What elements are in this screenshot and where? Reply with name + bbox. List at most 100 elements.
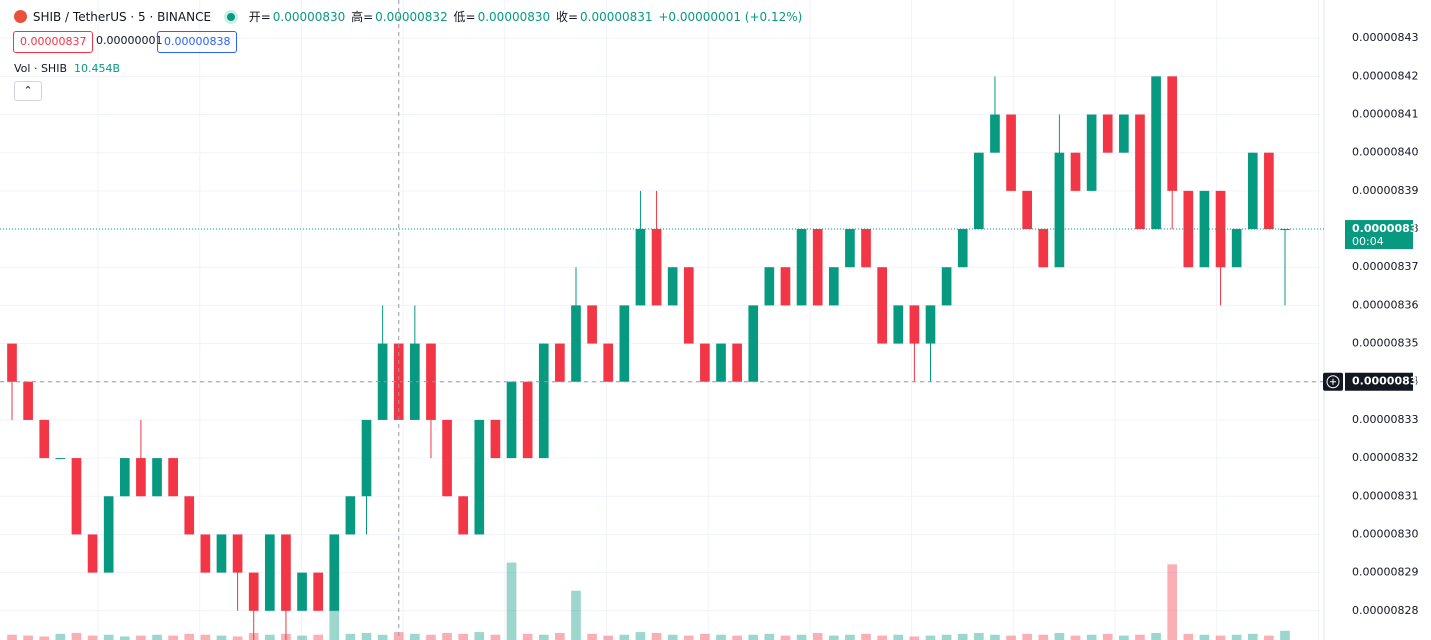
candle-body: [248, 572, 259, 611]
candle-body: [1199, 190, 1210, 268]
candle-body: [1022, 190, 1033, 230]
crosshair-plus-icon: [1326, 375, 1340, 389]
candle-body: [845, 229, 855, 268]
candle-body: [1006, 114, 1016, 191]
candle-body: [361, 419, 372, 497]
volume-bar: [764, 633, 775, 640]
last-price-box: [1345, 220, 1413, 250]
crosshair-plus: [1330, 378, 1336, 385]
y-tick-label: 0.00000836: [1352, 298, 1418, 311]
volume-bar: [587, 633, 597, 640]
volume-bar: [796, 634, 807, 640]
last-price-label: 0.00000838: [1352, 222, 1425, 235]
candle-body: [232, 534, 243, 573]
volume-bar: [1054, 632, 1065, 640]
status-dot: [226, 13, 235, 21]
volume-bar: [893, 634, 904, 640]
volume-bar: [683, 635, 694, 640]
y-tick-label: 0.00000841: [1352, 108, 1418, 121]
sell-box[interactable]: 0.00000837: [13, 31, 94, 53]
candle-body: [1264, 152, 1274, 230]
volume-bar: [264, 634, 275, 640]
volume-value: 10.454B: [74, 62, 121, 75]
candle-body: [1247, 152, 1258, 230]
candle-body: [828, 267, 839, 306]
candle-body: [39, 419, 50, 459]
volume-label: Vol · SHIB: [14, 62, 67, 75]
candle-body: [168, 458, 178, 497]
volume-bar: [748, 634, 759, 640]
ohlc-value: 0.00000830: [272, 10, 346, 24]
volume-bar: [716, 634, 726, 640]
candle-body: [957, 229, 968, 268]
volume-bar: [1102, 633, 1113, 640]
candle-body: [764, 267, 775, 306]
candle-body: [71, 458, 82, 535]
volume-bar: [812, 632, 823, 640]
volume-bar: [377, 634, 388, 640]
ohlc-value: 0.00000832: [375, 10, 448, 24]
volume-bar: [1167, 564, 1178, 640]
candle-body: [571, 305, 581, 382]
candle-body: [87, 534, 98, 573]
candle-body: [780, 267, 791, 306]
volume-bar: [1231, 634, 1242, 640]
countdown: 00:04: [1352, 235, 1384, 248]
volume-bar: [232, 636, 243, 640]
candle-body: [587, 305, 597, 344]
y-tick-label: 0.00000839: [1352, 184, 1418, 197]
volume-bar: [1199, 634, 1210, 640]
volume-bar: [216, 635, 227, 640]
candle-body: [700, 343, 710, 382]
volume-bar: [55, 633, 66, 640]
candle-body: [522, 381, 533, 459]
candle-body: [603, 343, 614, 382]
candle-body: [458, 496, 469, 535]
volume-bar: [442, 632, 452, 640]
volume-bar: [1151, 632, 1161, 640]
symbol-title[interactable]: SHIB / TetherUS · 5 · BINANCE: [32, 10, 212, 24]
candle-body: [1151, 76, 1161, 230]
candle-body: [7, 343, 17, 382]
candle-body: [103, 496, 114, 573]
candle-body: [345, 496, 356, 535]
buy-box[interactable]: 0.00000838: [157, 31, 238, 53]
volume-bar: [990, 634, 1000, 640]
crosshair-price-box: [1345, 372, 1413, 391]
candle-body: [1102, 114, 1113, 153]
volume-bar: [957, 633, 968, 640]
volume-bar: [1070, 635, 1081, 640]
candle-body: [377, 343, 388, 420]
volume-bar: [635, 632, 646, 640]
volume-bar: [925, 635, 936, 640]
volume-bar: [393, 632, 404, 640]
y-tick-label: 0.00000843: [1352, 31, 1418, 44]
candle-body: [538, 343, 549, 459]
volume-bar: [732, 635, 742, 640]
y-tick-label: 0.00000840: [1352, 146, 1418, 159]
volume-bar: [345, 633, 356, 640]
volume-bar: [1086, 634, 1097, 640]
coin-icon: [14, 10, 27, 23]
collapse-button[interactable]: ⌃: [14, 81, 42, 101]
y-tick-label: 0.00000842: [1352, 69, 1418, 82]
candle-body: [329, 534, 340, 611]
volume-bar: [119, 636, 130, 640]
plot-area: [7, 76, 1290, 640]
volume-bar: [1119, 635, 1129, 640]
volume-bar: [1215, 635, 1226, 640]
candle-body: [1038, 229, 1049, 268]
candle-body: [313, 572, 323, 611]
candle-body: [619, 305, 630, 382]
candle-body: [1086, 114, 1097, 191]
volume-bar: [39, 636, 50, 640]
ohlc-label: 低=: [453, 10, 476, 24]
volume-bar: [651, 632, 662, 640]
candle-body: [990, 114, 1000, 153]
volume-bar: [571, 590, 581, 640]
volume-bar: [410, 633, 420, 640]
y-tick-label: 0.00000835: [1352, 337, 1418, 350]
volume-legend: Vol · SHIB 10.454B: [14, 62, 120, 75]
volume-bar: [168, 635, 178, 640]
candle-body: [716, 343, 726, 382]
